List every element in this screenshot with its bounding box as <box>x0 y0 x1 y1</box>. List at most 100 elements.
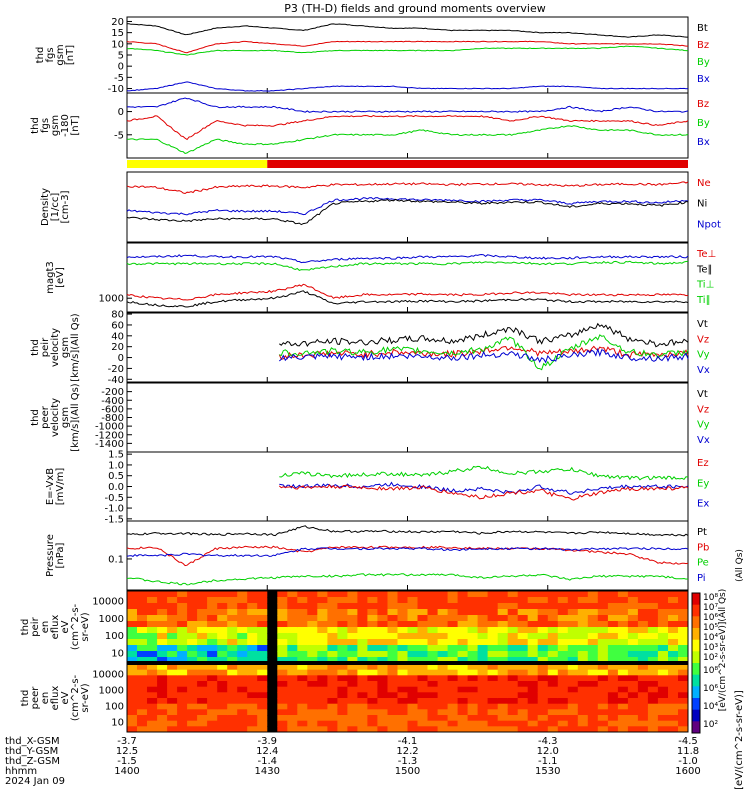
spectrogram-cell <box>197 597 208 604</box>
spectrogram-cell <box>437 651 449 658</box>
spectrogram-cell <box>547 675 559 682</box>
spectrogram-cell <box>327 664 338 671</box>
spectrogram-cell <box>427 720 438 727</box>
spectrogram-cell <box>647 698 659 705</box>
legend-Pb: Pb <box>697 542 709 553</box>
spectrogram-cell <box>637 591 649 598</box>
spectrogram-cell <box>637 692 649 699</box>
series-Pt <box>126 525 689 537</box>
spectrogram-cell <box>427 715 438 722</box>
spectrogram-cell <box>157 627 168 634</box>
spectrogram-cell <box>457 621 469 628</box>
spectrogram-cell <box>207 709 218 716</box>
series-Bt <box>126 23 688 38</box>
spectrogram-cell <box>587 621 599 628</box>
series-By <box>127 125 689 155</box>
spectrogram-cell <box>417 627 428 634</box>
spectrogram-cell <box>657 726 669 733</box>
spectrogram-cell <box>437 709 449 716</box>
spectrogram-cell <box>237 681 248 688</box>
spectrogram-cell <box>447 621 459 628</box>
legend-Ti∥: Ti∥ <box>696 295 711 306</box>
spectrogram-cell <box>497 651 509 658</box>
spectrogram-cell <box>407 615 418 622</box>
spectrogram-cell <box>437 657 449 664</box>
colorbar-tick: 10⁶ <box>703 613 718 623</box>
spectrogram-cell <box>507 645 519 652</box>
spectrogram-cell <box>237 603 248 610</box>
y-label-line: eflux <box>50 615 61 640</box>
spectrogram-cell <box>637 609 649 616</box>
spectrogram-cell <box>497 621 509 628</box>
spectrogram-cell <box>407 657 418 664</box>
spectrogram-cell <box>607 715 619 722</box>
spectrogram-cell <box>287 664 298 671</box>
spectrogram-cell <box>287 615 298 622</box>
series-Vt <box>279 322 689 348</box>
y-tick-label: 15 <box>111 28 124 39</box>
spectrogram-cell <box>327 591 338 598</box>
spectrogram-cell <box>417 726 428 733</box>
spectrogram-cell <box>517 686 529 693</box>
spectrogram-cell <box>167 692 178 699</box>
spectrogram-cell <box>597 686 609 693</box>
spectrogram-cell <box>587 609 599 616</box>
spectrogram-cell <box>287 597 298 604</box>
spectrogram-cell <box>457 703 469 710</box>
spectrogram-cell <box>427 681 438 688</box>
y-label-line: (cm^2-s- <box>70 674 81 721</box>
spectrogram-cell <box>207 686 218 693</box>
spectrogram-cell <box>337 633 348 640</box>
spectrogram-cell <box>227 657 238 664</box>
spectrogram-cell <box>377 609 388 616</box>
spectrogram-cell <box>267 621 278 628</box>
spectrogram-cell <box>417 698 428 705</box>
spectrogram-cell <box>457 698 469 705</box>
spectrogram-cell <box>137 726 148 733</box>
ephemeris-value: 1500 <box>395 766 420 777</box>
spectrogram-cell <box>647 621 659 628</box>
spectrogram-cell <box>678 597 689 604</box>
spectrogram-cell <box>577 651 589 658</box>
spectrogram-cell <box>668 669 679 676</box>
spectrogram-cell <box>367 603 378 610</box>
spectrogram-cell <box>357 639 368 646</box>
y-tick-label: 1.0 <box>108 460 124 471</box>
spectrogram-cell <box>227 603 238 610</box>
spectrogram-cell <box>447 669 459 676</box>
spectrogram-cell <box>537 645 549 652</box>
spectrogram-cell <box>587 645 599 652</box>
spectrogram-cell <box>527 609 539 616</box>
spectrogram-cell <box>237 621 248 628</box>
spectrogram-cell <box>607 703 619 710</box>
spectrogram-cell <box>277 591 288 598</box>
spectrogram-cell <box>567 615 579 622</box>
spectrogram-cell <box>587 651 599 658</box>
spectrogram-cell <box>337 686 348 693</box>
spectrogram-cell <box>297 686 308 693</box>
spectrogram-cell <box>487 686 499 693</box>
spectrogram-cell <box>407 720 418 727</box>
spectrogram-cell <box>327 669 338 676</box>
spectrogram-cell <box>657 692 669 699</box>
spectrogram-cell <box>237 726 248 733</box>
spectrogram-cell <box>427 621 438 628</box>
spectrogram-cell <box>577 726 589 733</box>
spectrogram-cell <box>237 709 248 716</box>
spectrogram-cell <box>337 651 348 658</box>
y-tick-label: 0.5 <box>108 471 124 482</box>
spectrogram-cell <box>507 698 519 705</box>
y-label-line: gsm <box>60 337 71 358</box>
spectrogram-cell <box>327 698 338 705</box>
spectrogram-cell <box>547 615 559 622</box>
spectrogram-cell <box>157 715 168 722</box>
spectrogram-cell <box>417 633 428 640</box>
spectrogram-cell <box>337 597 348 604</box>
spectrogram-cell <box>437 698 449 705</box>
spectrogram-cell <box>487 709 499 716</box>
spectrogram-cell <box>237 715 248 722</box>
legend-Vy: Vy <box>697 420 710 431</box>
spectrogram-cell <box>567 698 579 705</box>
spectrogram-cell <box>377 726 388 733</box>
spectrogram-cell <box>377 681 388 688</box>
